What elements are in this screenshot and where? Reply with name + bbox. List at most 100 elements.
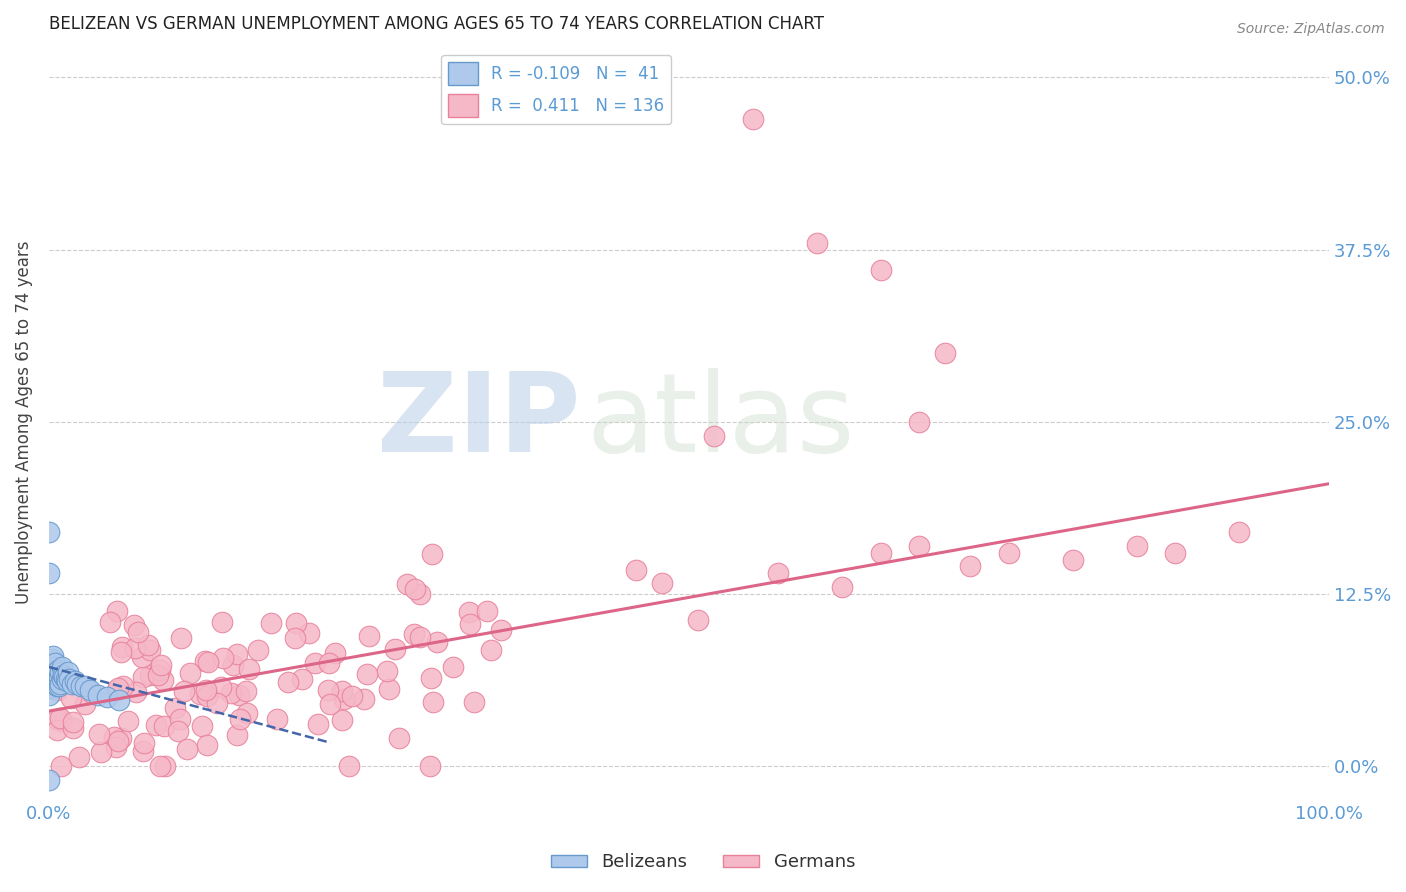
Point xyxy=(457,605,479,619)
Point xyxy=(38,688,60,702)
Point xyxy=(110,645,132,659)
Legend: Belizeans, Germans: Belizeans, Germans xyxy=(543,847,863,879)
Point xyxy=(831,580,853,594)
Point xyxy=(238,662,260,676)
Point xyxy=(491,623,513,637)
Point xyxy=(132,744,155,758)
Point xyxy=(127,624,149,639)
Point xyxy=(205,696,228,710)
Point xyxy=(475,604,498,618)
Point xyxy=(108,693,131,707)
Point xyxy=(49,676,72,690)
Point xyxy=(58,673,80,687)
Point xyxy=(284,615,307,630)
Point xyxy=(337,759,360,773)
Point xyxy=(998,546,1021,560)
Point xyxy=(86,688,108,702)
Text: BELIZEAN VS GERMAN UNEMPLOYMENT AMONG AGES 65 TO 74 YEARS CORRELATION CHART: BELIZEAN VS GERMAN UNEMPLOYMENT AMONG AG… xyxy=(49,15,824,33)
Point xyxy=(89,727,111,741)
Point xyxy=(103,730,125,744)
Point xyxy=(51,660,73,674)
Point xyxy=(422,547,444,561)
Legend: R = -0.109   N =  41, R =  0.411   N = 136: R = -0.109 N = 41, R = 0.411 N = 136 xyxy=(441,55,671,124)
Point xyxy=(38,524,60,539)
Point xyxy=(62,721,84,735)
Point xyxy=(73,679,96,693)
Point xyxy=(146,668,169,682)
Point xyxy=(333,692,356,706)
Point xyxy=(426,635,449,649)
Point xyxy=(70,679,93,693)
Point xyxy=(1062,552,1084,566)
Point xyxy=(283,631,305,645)
Point xyxy=(149,658,172,673)
Point xyxy=(330,713,353,727)
Y-axis label: Unemployment Among Ages 65 to 74 years: Unemployment Among Ages 65 to 74 years xyxy=(15,240,32,604)
Point xyxy=(66,676,89,690)
Point xyxy=(38,772,60,787)
Point xyxy=(51,714,73,728)
Point xyxy=(869,263,891,277)
Point xyxy=(353,691,375,706)
Point xyxy=(378,681,401,696)
Point xyxy=(52,668,75,682)
Point xyxy=(388,731,411,745)
Point xyxy=(806,235,828,250)
Point xyxy=(229,712,252,726)
Point xyxy=(1126,539,1149,553)
Point xyxy=(42,660,65,674)
Point xyxy=(166,724,188,739)
Point xyxy=(38,665,60,680)
Point xyxy=(247,642,270,657)
Point xyxy=(38,656,60,670)
Point xyxy=(42,676,65,690)
Point xyxy=(42,648,65,663)
Point xyxy=(45,665,67,680)
Point xyxy=(179,665,201,680)
Point xyxy=(139,667,162,681)
Point xyxy=(307,716,329,731)
Point xyxy=(45,665,67,680)
Point xyxy=(117,714,139,729)
Point xyxy=(107,681,129,695)
Point xyxy=(107,733,129,747)
Point xyxy=(409,631,432,645)
Point xyxy=(51,673,73,687)
Point xyxy=(651,576,673,591)
Point xyxy=(55,673,77,687)
Point xyxy=(869,546,891,560)
Point xyxy=(318,657,340,671)
Point xyxy=(209,681,232,695)
Point xyxy=(170,631,193,645)
Point xyxy=(56,665,79,680)
Point xyxy=(441,659,464,673)
Point xyxy=(48,679,70,693)
Point xyxy=(479,643,502,657)
Point xyxy=(934,346,956,360)
Point xyxy=(46,712,69,726)
Point xyxy=(96,690,118,705)
Point xyxy=(195,683,218,698)
Point xyxy=(82,686,104,700)
Point xyxy=(42,670,65,684)
Point xyxy=(145,717,167,731)
Point xyxy=(908,415,931,429)
Point xyxy=(356,667,378,681)
Point xyxy=(768,566,790,581)
Point xyxy=(422,695,444,709)
Point xyxy=(298,626,321,640)
Point xyxy=(277,674,299,689)
Point xyxy=(225,647,247,661)
Point xyxy=(41,651,63,665)
Point xyxy=(357,629,380,643)
Point xyxy=(44,660,66,674)
Text: Source: ZipAtlas.com: Source: ZipAtlas.com xyxy=(1237,22,1385,37)
Point xyxy=(458,617,481,632)
Point xyxy=(38,566,60,581)
Point xyxy=(194,654,217,668)
Point xyxy=(404,626,426,640)
Point xyxy=(260,615,283,630)
Point xyxy=(225,728,247,742)
Point xyxy=(908,539,931,553)
Point xyxy=(624,563,647,577)
